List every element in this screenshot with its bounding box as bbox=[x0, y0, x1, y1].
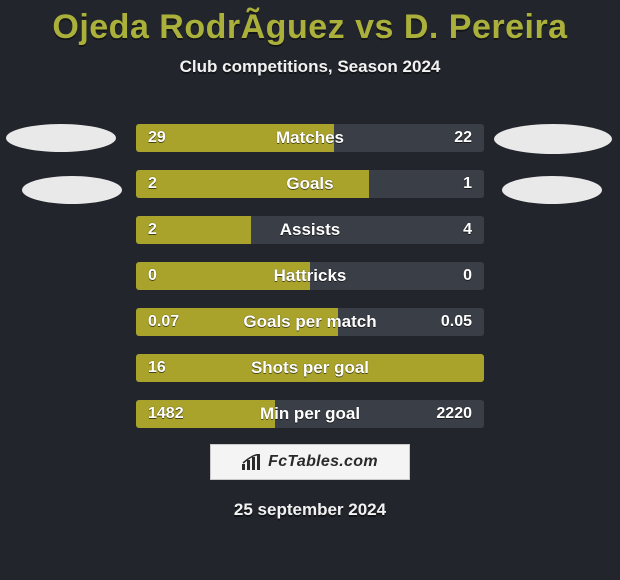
stat-bar-track bbox=[136, 216, 484, 244]
stat-bar-left bbox=[136, 170, 369, 198]
stat-bar-left bbox=[136, 308, 338, 336]
left-team-logo bbox=[22, 176, 122, 204]
right-team-logo bbox=[494, 124, 612, 154]
stat-bar-track bbox=[136, 308, 484, 336]
stat-bar-left bbox=[136, 354, 484, 382]
stat-bar-track bbox=[136, 170, 484, 198]
watermark-text: FcTables.com bbox=[268, 453, 378, 471]
stat-row: Shots per goal16 bbox=[136, 354, 484, 382]
stat-bar-right bbox=[251, 216, 484, 244]
stat-bar-right bbox=[310, 262, 484, 290]
stat-bar-track bbox=[136, 124, 484, 152]
stats-comparison: Matches2922 Goals21 Assists24 Hattricks00 Go… bbox=[136, 124, 484, 446]
stat-row: Hattricks00 bbox=[136, 262, 484, 290]
chart-icon bbox=[242, 454, 262, 470]
stat-bar-left bbox=[136, 124, 334, 152]
stat-bar-track bbox=[136, 262, 484, 290]
stat-row: Min per goal14822220 bbox=[136, 400, 484, 428]
date-label: 25 september 2024 bbox=[0, 500, 620, 520]
stat-row: Matches2922 bbox=[136, 124, 484, 152]
stat-bar-track bbox=[136, 354, 484, 382]
subtitle: Club competitions, Season 2024 bbox=[0, 57, 620, 77]
page-title: Ojeda RodrÃ­guez vs D. Pereira bbox=[0, 0, 620, 47]
left-team-logo bbox=[6, 124, 116, 152]
stat-bar-right bbox=[275, 400, 484, 428]
stat-bar-left bbox=[136, 262, 310, 290]
right-team-logo bbox=[502, 176, 602, 204]
watermark: FcTables.com bbox=[210, 444, 410, 480]
stat-bar-track bbox=[136, 400, 484, 428]
stat-row: Goals21 bbox=[136, 170, 484, 198]
stat-bar-left bbox=[136, 216, 251, 244]
stat-bar-left bbox=[136, 400, 275, 428]
stat-row: Assists24 bbox=[136, 216, 484, 244]
stat-bar-right bbox=[369, 170, 484, 198]
stat-row: Goals per match0.070.05 bbox=[136, 308, 484, 336]
stat-bar-right bbox=[338, 308, 484, 336]
stat-bar-right bbox=[334, 124, 484, 152]
